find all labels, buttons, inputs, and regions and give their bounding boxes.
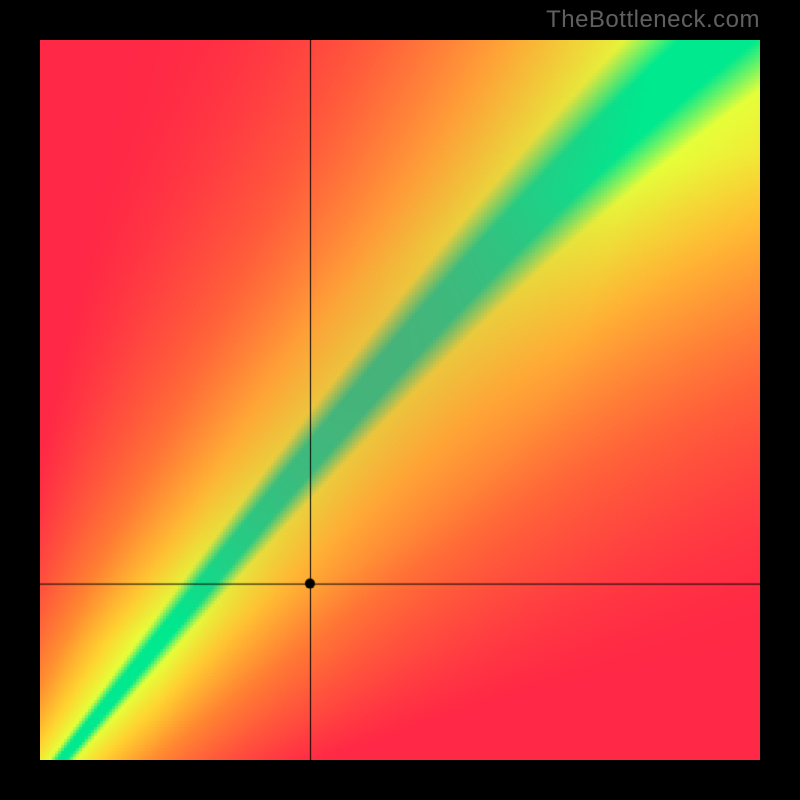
heatmap-canvas xyxy=(40,40,760,760)
chart-container: TheBottleneck.com xyxy=(0,0,800,800)
heatmap-plot xyxy=(40,40,760,760)
watermark-text: TheBottleneck.com xyxy=(546,6,760,34)
